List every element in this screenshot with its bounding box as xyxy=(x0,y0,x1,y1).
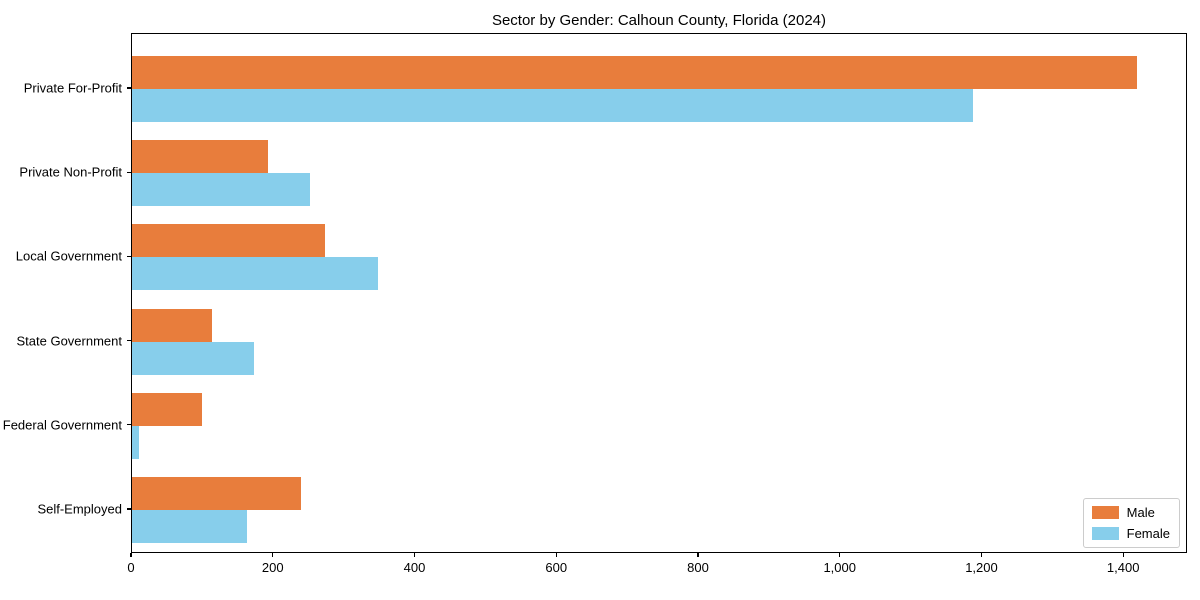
x-tick-label: 1,400 xyxy=(1106,560,1140,575)
legend-label-male: Male xyxy=(1126,505,1155,520)
x-tick-mark xyxy=(1122,553,1124,557)
y-tick-mark xyxy=(127,87,131,89)
y-tick-label: Self-Employed xyxy=(37,501,122,517)
y-tick-mark xyxy=(127,171,131,173)
y-tick-label: Local Government xyxy=(15,248,122,264)
male-swatch-icon xyxy=(1091,506,1119,519)
x-tick-mark xyxy=(980,553,983,557)
x-tick-label: 400 xyxy=(403,560,426,575)
legend: Male Female xyxy=(1082,498,1180,548)
bar-female-5 xyxy=(132,510,247,543)
x-tick-mark xyxy=(555,553,557,557)
x-tick-label: 200 xyxy=(261,560,284,575)
x-tick-label: 1,200 xyxy=(965,560,998,575)
bar-female-3 xyxy=(132,341,254,375)
y-tick-label: Federal Government xyxy=(2,417,122,433)
x-tick-label: 1,000 xyxy=(823,560,856,575)
x-tick-mark xyxy=(839,553,841,557)
bar-male-5 xyxy=(132,477,301,510)
bar-male-0 xyxy=(132,56,1137,89)
y-tick-mark xyxy=(127,255,131,257)
bar-male-1 xyxy=(132,140,269,174)
bar-male-2 xyxy=(132,224,325,258)
bar-male-3 xyxy=(132,308,213,342)
female-swatch-icon xyxy=(1091,527,1119,540)
legend-entry-male: Male xyxy=(1091,505,1170,520)
bar-female-1 xyxy=(132,173,310,207)
x-tick-mark xyxy=(697,553,699,557)
bar-male-4 xyxy=(132,392,203,426)
bar-female-0 xyxy=(132,89,974,122)
legend-entry-female: Female xyxy=(1091,526,1170,541)
y-tick-mark xyxy=(127,340,131,342)
bar-female-2 xyxy=(132,257,378,291)
x-tick-label: 0 xyxy=(127,560,135,575)
y-tick-mark xyxy=(127,508,131,510)
bar-female-4 xyxy=(132,425,140,459)
x-tick-mark xyxy=(413,553,416,557)
y-tick-label: Private Non-Profit xyxy=(19,164,122,180)
legend-label-female: Female xyxy=(1126,526,1170,541)
y-tick-mark xyxy=(127,424,131,426)
x-tick-label: 600 xyxy=(545,560,568,575)
y-tick-label: State Government xyxy=(16,333,123,349)
x-tick-label: 800 xyxy=(687,560,709,575)
plot-area: Male Female xyxy=(131,33,1187,553)
chart-title: Sector by Gender: Calhoun County, Florid… xyxy=(491,12,827,29)
x-tick-mark xyxy=(272,553,274,557)
x-tick-mark xyxy=(130,553,132,557)
y-tick-label: Private For-Profit xyxy=(23,80,122,96)
